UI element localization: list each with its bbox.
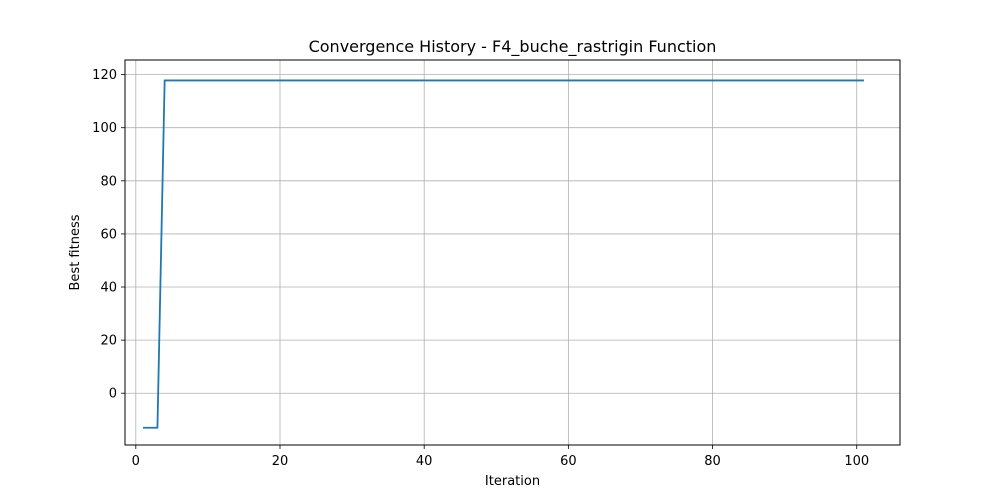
grid-layer <box>125 60 900 445</box>
y-tick-label: 80 <box>100 174 117 189</box>
y-tick-label: 0 <box>109 387 117 402</box>
x-tick-label: 40 <box>416 454 433 469</box>
y-axis-label: Best fitness <box>68 214 83 290</box>
y-tick-label: 120 <box>92 68 117 83</box>
y-tick-label: 20 <box>100 334 117 349</box>
x-axis-label: Iteration <box>485 474 540 489</box>
y-tick-label: 100 <box>92 121 117 136</box>
x-tick-label: 0 <box>132 454 140 469</box>
series-line <box>143 79 864 429</box>
x-tick-label: 20 <box>272 454 289 469</box>
tick-layer: 0 20 40 60 80 100 0 20 40 60 80 100 120 <box>92 68 869 469</box>
x-tick-label: 80 <box>704 454 721 469</box>
chart-title: Convergence History - F4_buche_rastrigin… <box>309 37 717 57</box>
x-tick-label: 100 <box>844 454 869 469</box>
x-tick-label: 60 <box>560 454 577 469</box>
y-tick-label: 40 <box>100 281 117 296</box>
series-layer <box>143 79 864 429</box>
y-tick-label: 60 <box>100 227 117 242</box>
plot-frame <box>124 59 901 446</box>
